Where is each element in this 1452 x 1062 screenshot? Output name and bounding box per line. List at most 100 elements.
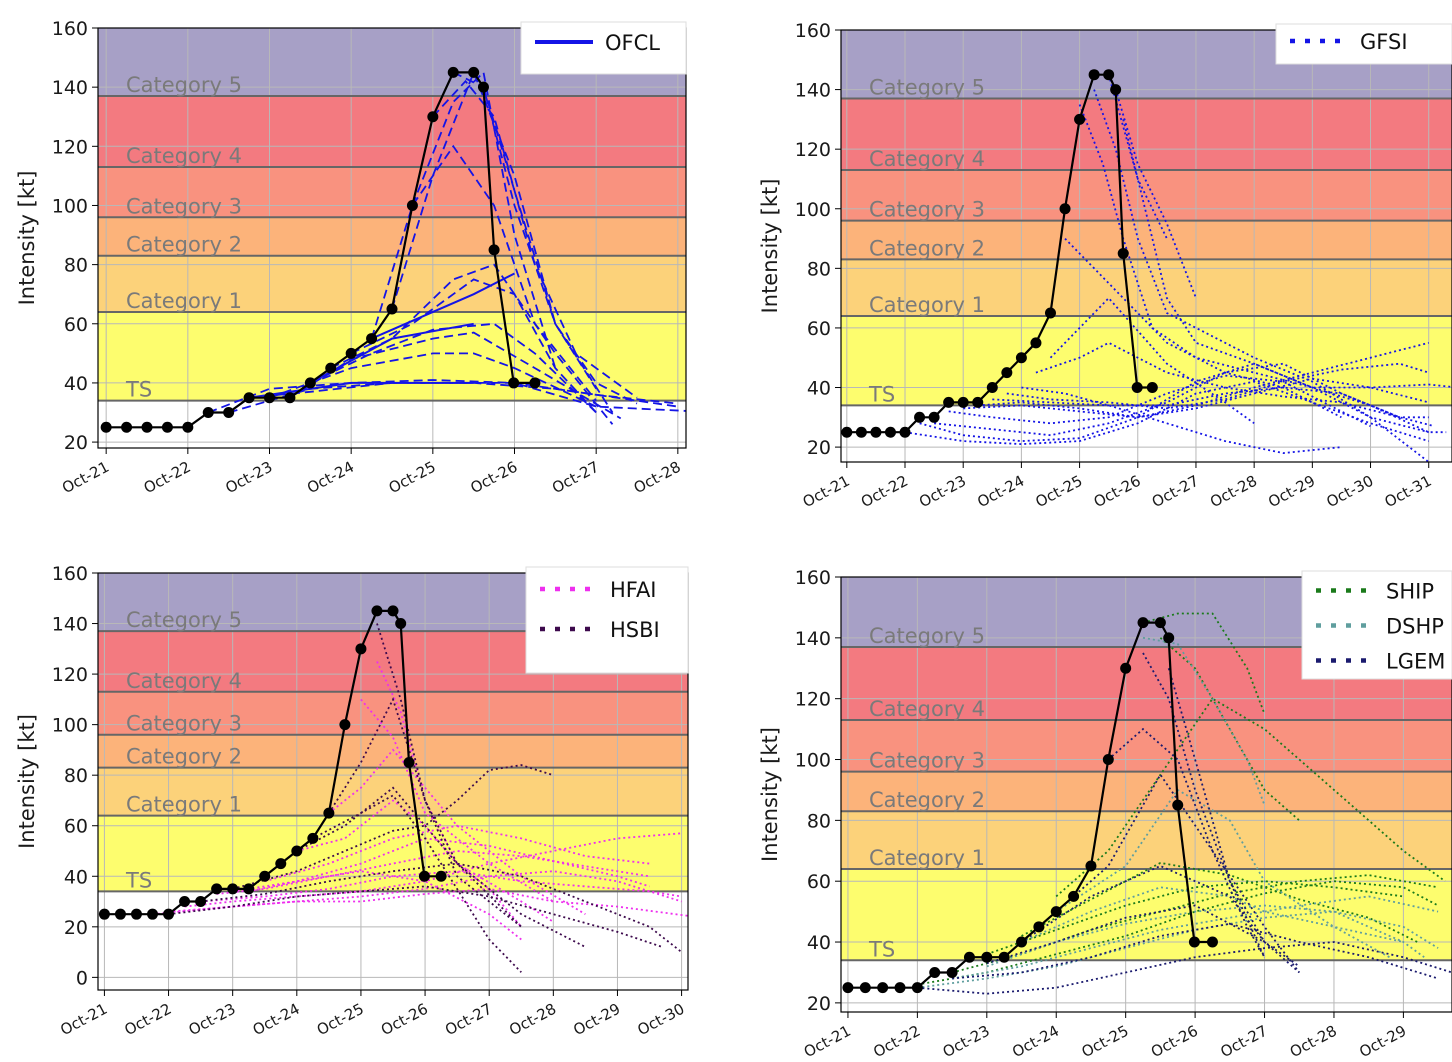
legend: GFSI [1275,23,1452,65]
observed-point [323,807,335,819]
y-tick-label: 120 [795,139,831,161]
observed-point [1117,247,1129,259]
x-tick-label: Oct-23 [222,458,275,498]
observed-point [1059,203,1071,215]
y-tick-label: 140 [795,628,831,650]
observed-point [859,982,871,994]
x-tick-label: Oct-24 [250,1000,303,1040]
x-tick-label: Oct-28 [506,1000,559,1040]
observed-point [371,605,383,617]
forecast-line-ship [1142,612,1266,715]
y-tick-label: 80 [64,765,88,787]
observed-point [842,982,854,994]
forecast-line-dshp [1055,788,1390,958]
category-label: TS [125,378,152,402]
observed-point [114,908,126,920]
category-band [841,220,1452,260]
category-label: Category 3 [126,712,242,736]
y-axis-label: Intensity [kt] [15,714,39,849]
observed-point [147,908,159,920]
plot-frame [97,572,689,991]
observed-point [307,832,319,844]
y-tick-label: 40 [64,373,88,395]
y-tick-label: 40 [64,866,88,888]
observed-point [418,870,430,882]
observed-point [1131,382,1143,394]
legend-label: DSHP [1386,615,1444,639]
observed-point [223,407,235,419]
y-tick-label: 140 [795,80,831,102]
x-tick-label: Oct-23 [916,472,969,512]
y-tick-label: 160 [795,20,831,42]
observed-point [179,896,191,908]
y-tick-label: 100 [52,195,88,217]
category-label: TS [125,868,152,892]
observed-point [884,426,896,438]
category-band [98,96,686,168]
forecast-lines [904,74,1452,462]
forecast-line-hsbi [168,885,663,948]
x-tick-label: Oct-28 [1207,472,1260,512]
observed-point [998,951,1010,963]
category-band [98,311,686,401]
category-label: Category 3 [869,198,985,222]
legend: OFCL [520,21,687,75]
observed-point [1163,632,1175,644]
observed-point [529,377,541,389]
y-tick-label: 120 [52,664,88,686]
x-tick-label: Oct-27 [1217,1022,1270,1062]
observed-point [899,426,911,438]
observed-point [386,303,398,315]
category-band [841,98,1452,171]
observed-point [447,66,459,78]
category-label: Category 3 [869,749,985,773]
observed-point [914,411,926,423]
forecast-line-gfsi [1064,237,1342,419]
forecast-line-lgem [1055,773,1301,974]
forecast-line-ofcl [207,379,678,414]
observed-point [182,421,194,433]
forecast-lines [152,623,688,973]
observed-point [284,392,296,404]
legend-label: GFSI [1360,30,1408,54]
observed-point [355,643,367,655]
forecast-line-lgem [1021,865,1300,968]
observed-point [227,883,239,895]
x-tick-label: Oct-21 [801,1022,854,1062]
forecast-line-hfai [264,824,650,883]
legend-label: OFCL [605,31,660,55]
forecast-line-gfsi [1093,89,1432,462]
category-label: Category 1 [869,293,985,317]
forecast-line-hfai [168,887,688,917]
category-label: Category 3 [126,194,242,218]
forecast-line-dshp [1142,636,1266,806]
observed-point [1137,617,1149,629]
observed-point [1001,367,1013,379]
observed-point [1088,69,1100,81]
plot-frame [840,29,1452,463]
category-label: Category 5 [869,76,985,100]
forecast-line-hsbi [264,794,522,973]
category-label: Category 1 [869,846,985,870]
y-axis-label: Intensity [kt] [15,171,39,306]
forecast-line-gfsi [977,377,1429,419]
x-tick-label: Oct-25 [314,1000,367,1040]
forecast-line-hfai [248,870,522,941]
legend-label: HFAI [610,578,657,602]
observed-point [1103,69,1115,81]
observed-point [894,982,906,994]
observed-point [325,362,337,374]
observed-point [1015,352,1027,364]
observed-point [1050,906,1062,918]
y-tick-label: 80 [807,258,831,280]
y-tick-label: 0 [76,967,88,989]
observed-point [259,870,271,882]
chart-panel-1: TS Category 1 Category 2 Category 3 Category… [15,18,687,498]
forecast-line-dshp [1021,886,1404,943]
forecast-line-gfsi [1021,386,1342,455]
observed-point [387,605,399,617]
forecast-line-lgem [986,904,1300,974]
x-tick-label: Oct-29 [1356,1022,1409,1062]
category-band [841,316,1452,406]
observed-point [855,426,867,438]
